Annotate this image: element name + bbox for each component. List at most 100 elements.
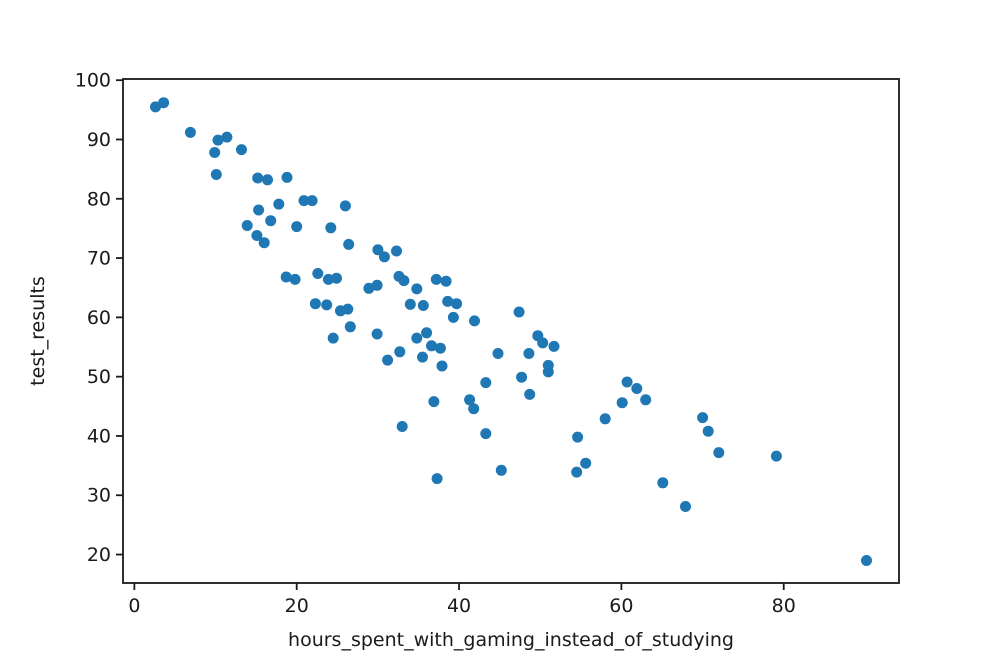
data-point [770, 450, 782, 462]
data-point [548, 340, 560, 352]
y-axis-label: test_results [27, 276, 49, 386]
data-point [599, 413, 611, 425]
data-point [210, 169, 222, 180]
data-point [513, 306, 525, 318]
data-point [468, 403, 480, 415]
data-point [404, 298, 416, 310]
data-point [280, 271, 292, 283]
data-point [343, 238, 355, 250]
data-point [253, 204, 265, 216]
data-point [524, 388, 536, 400]
data-point [150, 101, 161, 113]
x-tick-label: 60 [609, 595, 633, 617]
data-point [371, 328, 383, 340]
data-point [417, 300, 429, 311]
x-tick-label: 80 [772, 595, 796, 617]
data-point [378, 251, 390, 263]
data-point [417, 351, 428, 363]
data-point [372, 244, 384, 256]
x-tick-label: 40 [447, 595, 471, 617]
data-point [342, 303, 354, 315]
data-point [262, 174, 273, 186]
data-point [713, 447, 725, 459]
data-point [265, 215, 277, 227]
data-point [572, 431, 584, 443]
data-point [442, 295, 454, 307]
data-point [523, 348, 535, 359]
data-point [411, 332, 423, 344]
data-point [451, 298, 463, 310]
data-point [434, 342, 446, 354]
data-point [251, 230, 263, 241]
data-point [469, 315, 480, 327]
data-point [236, 144, 247, 156]
data-point [241, 220, 253, 231]
data-point [322, 273, 334, 285]
data-point [212, 134, 224, 146]
data-point [391, 245, 402, 257]
data-point [184, 126, 196, 138]
data-point [480, 428, 492, 440]
data-point [344, 321, 356, 333]
data-point [621, 376, 633, 388]
data-point [306, 195, 318, 207]
data-point [312, 268, 324, 279]
data-point [431, 473, 443, 485]
x-tick-label: 0 [128, 595, 140, 617]
data-point [697, 412, 709, 424]
data-point [209, 147, 221, 158]
data-point [158, 97, 170, 109]
data-point [480, 377, 492, 389]
data-point [447, 311, 459, 323]
data-point [440, 275, 452, 287]
data-point [430, 273, 442, 285]
y-tick-label: 30 [87, 485, 111, 507]
data-point [537, 337, 549, 349]
data-point [281, 171, 293, 183]
data-point [289, 273, 301, 285]
y-tick-label: 90 [87, 129, 111, 151]
data-point [371, 279, 383, 291]
data-point [702, 425, 714, 437]
data-point [428, 396, 440, 408]
x-axis-label: hours_spent_with_gaming_instead_of_study… [288, 629, 734, 651]
data-point [411, 283, 423, 295]
x-tick-label: 20 [285, 595, 309, 617]
y-tick-label: 20 [87, 544, 111, 566]
data-point [571, 466, 583, 478]
y-tick-label: 40 [87, 425, 111, 447]
data-point [327, 332, 339, 344]
data-point [464, 394, 476, 406]
y-tick-label: 50 [87, 366, 111, 388]
data-point [640, 394, 652, 406]
data-point [258, 237, 270, 249]
data-point [580, 457, 592, 469]
data-point [516, 371, 528, 383]
data-point [325, 222, 337, 234]
data-point [680, 501, 691, 512]
data-point [339, 200, 351, 212]
data-point [382, 354, 394, 366]
data-point [331, 272, 342, 284]
y-tick-label: 80 [87, 188, 111, 210]
data-point [631, 383, 643, 394]
y-tick-label: 60 [87, 307, 111, 329]
data-point [616, 397, 628, 409]
y-tick-label: 100 [75, 70, 111, 92]
data-point [252, 172, 264, 184]
data-point [492, 348, 504, 359]
data-point [291, 221, 303, 233]
data-point [221, 131, 233, 143]
data-point [321, 299, 333, 311]
data-point [394, 346, 406, 358]
data-point [542, 366, 554, 378]
data-point [657, 477, 669, 489]
data-point [398, 275, 410, 287]
data-point [421, 327, 433, 339]
plot-frame [122, 78, 900, 584]
data-point [309, 298, 321, 310]
data-point [426, 340, 437, 352]
y-tick-label: 70 [87, 248, 111, 270]
